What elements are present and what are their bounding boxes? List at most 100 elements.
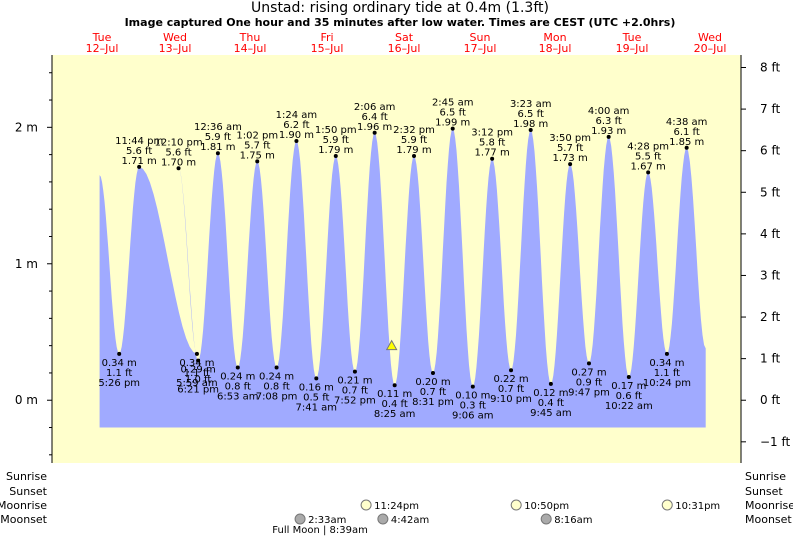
low-tide-label: 0.22 m0.7 ft9:10 pm xyxy=(490,368,532,405)
tide-extreme-dot xyxy=(372,130,377,135)
tide-extreme-dot xyxy=(450,126,455,131)
high-time: 11:44 pm xyxy=(115,136,163,147)
low-tide-label: 0.34 m1.1 ft5:59 am xyxy=(176,351,218,389)
moonset-icon xyxy=(294,513,306,525)
moonrise-event: 10:31pm xyxy=(661,499,720,512)
moon-time-label: 4:42am xyxy=(391,515,429,526)
tide-extreme-dot xyxy=(430,370,435,375)
low-ft: 0.7 ft xyxy=(342,386,368,397)
tide-extreme-dot xyxy=(274,365,279,370)
low-m: 0.34 m xyxy=(649,358,684,369)
high-ft: 5.7 ft xyxy=(244,140,270,151)
low-m: 0.29 m xyxy=(181,365,216,376)
low-time: 9:45 am xyxy=(530,408,572,419)
high-tide-label: 4:28 pm5.5 ft1.67 m xyxy=(627,141,669,175)
high-time: 1:50 pm xyxy=(315,125,357,136)
high-ft: 5.9 ft xyxy=(205,132,231,143)
row-label-right: Moonset xyxy=(745,513,792,526)
high-tide-label: 2:32 pm5.9 ft1.79 m xyxy=(393,125,435,158)
high-m: 1.67 m xyxy=(631,161,666,172)
low-time: 7:41 am xyxy=(296,402,338,413)
high-m: 1.71 m xyxy=(122,156,157,167)
high-time: 3:50 pm xyxy=(549,133,591,144)
low-tide-label: 0.10 m0.3 ft9:06 am xyxy=(452,384,494,422)
high-time: 1:24 am xyxy=(276,110,318,121)
low-m: 0.34 m xyxy=(102,358,137,369)
current-marker-triangle xyxy=(385,339,398,351)
low-time: 6:21 pm xyxy=(177,385,219,396)
high-ft: 5.6 ft xyxy=(126,146,152,157)
low-tide-label: 0.12 m0.4 ft9:45 am xyxy=(530,381,572,419)
high-tide-label: 1:02 pm5.7 ft1.75 m xyxy=(236,130,278,164)
high-m: 1.81 m xyxy=(200,142,235,153)
low-m: 0.11 m xyxy=(377,389,412,400)
tide-extreme-dot xyxy=(255,159,260,164)
tide-extreme-dot xyxy=(664,351,669,356)
high-time: 1:02 pm xyxy=(236,130,278,141)
high-time: 4:00 am xyxy=(588,106,630,117)
low-ft: 0.4 ft xyxy=(538,398,564,409)
low-tide-label: 0.29 m1.0 ft6:21 pm xyxy=(177,358,219,396)
high-time: 3:12 pm xyxy=(471,128,513,139)
moonset-event: 2:33am xyxy=(294,513,346,526)
low-tide-label: 0.20 m0.7 ft8:31 pm xyxy=(412,370,454,408)
low-time: 9:06 am xyxy=(452,411,494,422)
high-m: 1.73 m xyxy=(553,153,588,164)
high-tide-label: 3:50 pm5.7 ft1.73 m xyxy=(549,133,591,167)
low-time: 10:24 pm xyxy=(643,378,691,389)
low-ft: 0.7 ft xyxy=(498,384,524,395)
high-time: 12:10 pm xyxy=(154,137,202,148)
low-ft: 1.0 ft xyxy=(185,375,211,386)
low-m: 0.22 m xyxy=(493,374,528,385)
day-label-dow: Wed xyxy=(698,31,722,44)
day-label-dow: Mon xyxy=(543,31,566,44)
high-m: 1.79 m xyxy=(396,145,431,156)
low-m: 0.20 m xyxy=(415,377,450,388)
low-time: 7:08 pm xyxy=(256,391,298,402)
tide-extreme-dot xyxy=(196,358,201,363)
right-tick-label: 1 ft xyxy=(760,352,780,366)
tide-extreme-dot xyxy=(314,376,319,381)
moonset-event: 4:42am xyxy=(377,513,429,526)
day-label-date: 16–Jul xyxy=(388,42,421,55)
chart-subtitle: Image captured One hour and 35 minutes a… xyxy=(125,16,676,29)
low-ft: 0.6 ft xyxy=(616,391,642,402)
left-tick-label: 0 m xyxy=(15,393,38,407)
high-tide-label: 1:24 am6.2 ft1.90 m xyxy=(276,110,318,143)
tide-extreme-dot xyxy=(548,381,553,386)
tide-extreme-dot xyxy=(392,383,397,388)
low-tide-label: 0.24 m0.8 ft7:08 pm xyxy=(256,365,298,402)
day-label-date: 13–Jul xyxy=(159,42,192,55)
tide-extreme-dot xyxy=(606,134,611,139)
high-ft: 5.9 ft xyxy=(323,135,349,146)
low-m: 0.24 m xyxy=(220,371,255,382)
low-ft: 0.8 ft xyxy=(225,381,251,392)
high-time: 2:06 am xyxy=(354,102,396,113)
low-time: 8:25 am xyxy=(374,409,416,420)
high-ft: 6.5 ft xyxy=(440,108,466,119)
tide-area xyxy=(99,128,706,428)
row-label-left: Moonset xyxy=(0,513,47,526)
low-ft: 0.7 ft xyxy=(420,387,446,398)
high-m: 1.93 m xyxy=(591,126,626,137)
low-tide-label: 0.21 m0.7 ft7:52 pm xyxy=(334,369,376,407)
day-label-dow: Thu xyxy=(239,31,261,44)
day-label-date: 17–Jul xyxy=(464,42,497,55)
high-m: 1.99 m xyxy=(435,118,470,129)
row-label-right: Sunrise xyxy=(745,470,786,483)
low-time: 7:52 pm xyxy=(334,396,376,407)
tide-extreme-dot xyxy=(215,151,220,156)
right-tick-label: 5 ft xyxy=(760,185,780,199)
low-ft: 0.3 ft xyxy=(460,401,486,412)
moonset-event: 8:16am xyxy=(540,513,593,526)
day-label-dow: Sat xyxy=(395,31,414,44)
low-ft: 1.1 ft xyxy=(106,368,132,379)
high-m: 1.75 m xyxy=(240,150,275,161)
moon-time-label: 10:50pm xyxy=(524,501,569,512)
row-label-left: Sunset xyxy=(9,485,47,498)
low-ft: 0.4 ft xyxy=(381,399,407,410)
low-m: 0.16 m xyxy=(299,382,334,393)
day-label-date: 12–Jul xyxy=(86,42,119,55)
